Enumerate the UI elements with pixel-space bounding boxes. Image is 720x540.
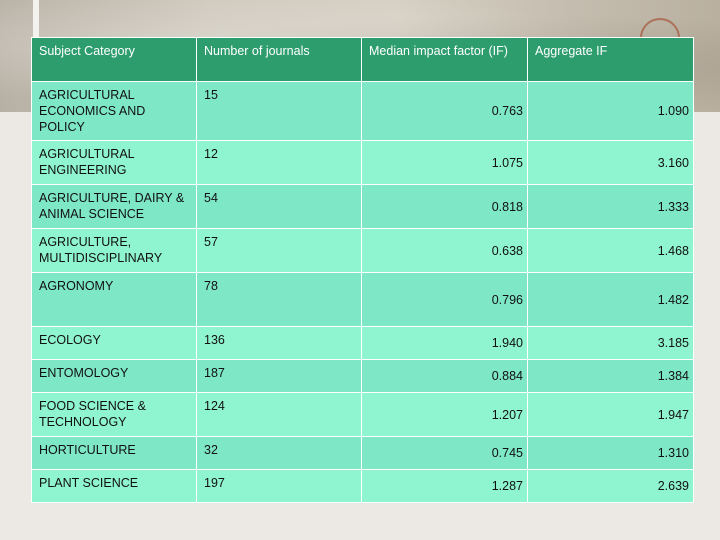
aggregate-if-value: 1.468: [657, 243, 689, 258]
cell-subject-category: PLANT SCIENCE: [31, 469, 197, 503]
median-if-value: 0.638: [491, 243, 523, 258]
cell-subject-category: ENTOMOLOGY: [31, 359, 197, 393]
header-number-of-journals: Number of journals: [196, 37, 362, 82]
cell-aggregate-if: 3.160: [527, 140, 694, 185]
cell-number-of-journals: 12: [196, 140, 362, 185]
median-if-value: 0.796: [491, 292, 523, 307]
table-row: AGRICULTURAL ECONOMICS AND POLICY 15 0.763…: [31, 81, 694, 141]
aggregate-if-value: 1.090: [657, 104, 689, 118]
aggregate-if-value: 1.947: [657, 407, 689, 422]
table-row: ECOLOGY 136 1.940 3.185: [31, 326, 694, 360]
cell-number-of-journals: 15: [196, 81, 362, 141]
impact-factor-table: Subject Category Number of journals Medi…: [31, 37, 694, 503]
table-row: AGRICULTURE, MULTIDISCIPLINARY 57 0.638 1.4…: [31, 228, 694, 273]
cell-median-impact-factor: 0.796: [361, 272, 528, 327]
cell-aggregate-if: 1.333: [527, 184, 694, 229]
cell-aggregate-if: 1.468: [527, 228, 694, 273]
cell-median-impact-factor: 0.638: [361, 228, 528, 273]
median-if-value: 0.884: [491, 369, 523, 383]
cell-aggregate-if: 1.090: [527, 81, 694, 141]
table-row: AGRICULTURAL ENGINEERING 12 1.075 3.160: [31, 140, 694, 185]
cell-number-of-journals: 57: [196, 228, 362, 273]
cell-number-of-journals: 187: [196, 359, 362, 393]
cell-number-of-journals: 32: [196, 436, 362, 470]
header-median-impact-factor: Median impact factor (IF): [361, 37, 528, 82]
aggregate-if-value: 2.639: [657, 479, 689, 493]
median-if-value: 1.287: [491, 479, 523, 493]
table-row: FOOD SCIENCE & TECHNOLOGY 124 1.207 1.947: [31, 392, 694, 437]
cell-aggregate-if: 1.947: [527, 392, 694, 437]
cell-subject-category: ECOLOGY: [31, 326, 197, 360]
table-row: AGRICULTURE, DAIRY & ANIMAL SCIENCE 54 0.8…: [31, 184, 694, 229]
cell-subject-category: AGRICULTURE, MULTIDISCIPLINARY: [31, 228, 197, 273]
cell-aggregate-if: 3.185: [527, 326, 694, 360]
table-row: AGRONOMY 78 0.796 1.482: [31, 272, 694, 327]
median-if-value: 1.207: [491, 407, 523, 422]
median-if-value: 1.075: [491, 155, 523, 170]
cell-number-of-journals: 124: [196, 392, 362, 437]
median-if-value: 1.940: [491, 336, 523, 350]
cell-subject-category: AGRICULTURAL ECONOMICS AND POLICY: [31, 81, 197, 141]
median-if-value: 0.763: [491, 104, 523, 118]
aggregate-if-value: 1.482: [657, 292, 689, 307]
cell-median-impact-factor: 1.940: [361, 326, 528, 360]
cell-median-impact-factor: 1.207: [361, 392, 528, 437]
header-subject-category: Subject Category: [31, 37, 197, 82]
cell-number-of-journals: 78: [196, 272, 362, 327]
aggregate-if-value: 3.185: [657, 336, 689, 350]
cell-aggregate-if: 1.482: [527, 272, 694, 327]
cell-subject-category: FOOD SCIENCE & TECHNOLOGY: [31, 392, 197, 437]
table-header-row: Subject Category Number of journals Medi…: [31, 37, 694, 82]
table-body: AGRICULTURAL ECONOMICS AND POLICY 15 0.763…: [31, 81, 694, 503]
cell-median-impact-factor: 0.745: [361, 436, 528, 470]
slide-accent-bar: [33, 0, 39, 40]
cell-subject-category: AGRONOMY: [31, 272, 197, 327]
cell-aggregate-if: 2.639: [527, 469, 694, 503]
cell-median-impact-factor: 1.075: [361, 140, 528, 185]
cell-median-impact-factor: 0.763: [361, 81, 528, 141]
median-if-value: 0.745: [491, 446, 523, 460]
table-row: ENTOMOLOGY 187 0.884 1.384: [31, 359, 694, 393]
table-row: PLANT SCIENCE 197 1.287 2.639: [31, 469, 694, 503]
cell-median-impact-factor: 0.818: [361, 184, 528, 229]
cell-median-impact-factor: 0.884: [361, 359, 528, 393]
table-row: HORTICULTURE 32 0.745 1.310: [31, 436, 694, 470]
aggregate-if-value: 1.384: [657, 369, 689, 383]
cell-number-of-journals: 54: [196, 184, 362, 229]
cell-subject-category: AGRICULTURAL ENGINEERING: [31, 140, 197, 185]
header-aggregate-if: Aggregate IF: [527, 37, 694, 82]
cell-subject-category: HORTICULTURE: [31, 436, 197, 470]
cell-aggregate-if: 1.310: [527, 436, 694, 470]
aggregate-if-value: 3.160: [657, 155, 689, 170]
cell-subject-category: AGRICULTURE, DAIRY & ANIMAL SCIENCE: [31, 184, 197, 229]
aggregate-if-value: 1.310: [657, 446, 689, 460]
cell-median-impact-factor: 1.287: [361, 469, 528, 503]
cell-number-of-journals: 136: [196, 326, 362, 360]
aggregate-if-value: 1.333: [657, 199, 689, 214]
cell-number-of-journals: 197: [196, 469, 362, 503]
cell-aggregate-if: 1.384: [527, 359, 694, 393]
median-if-value: 0.818: [491, 199, 523, 214]
